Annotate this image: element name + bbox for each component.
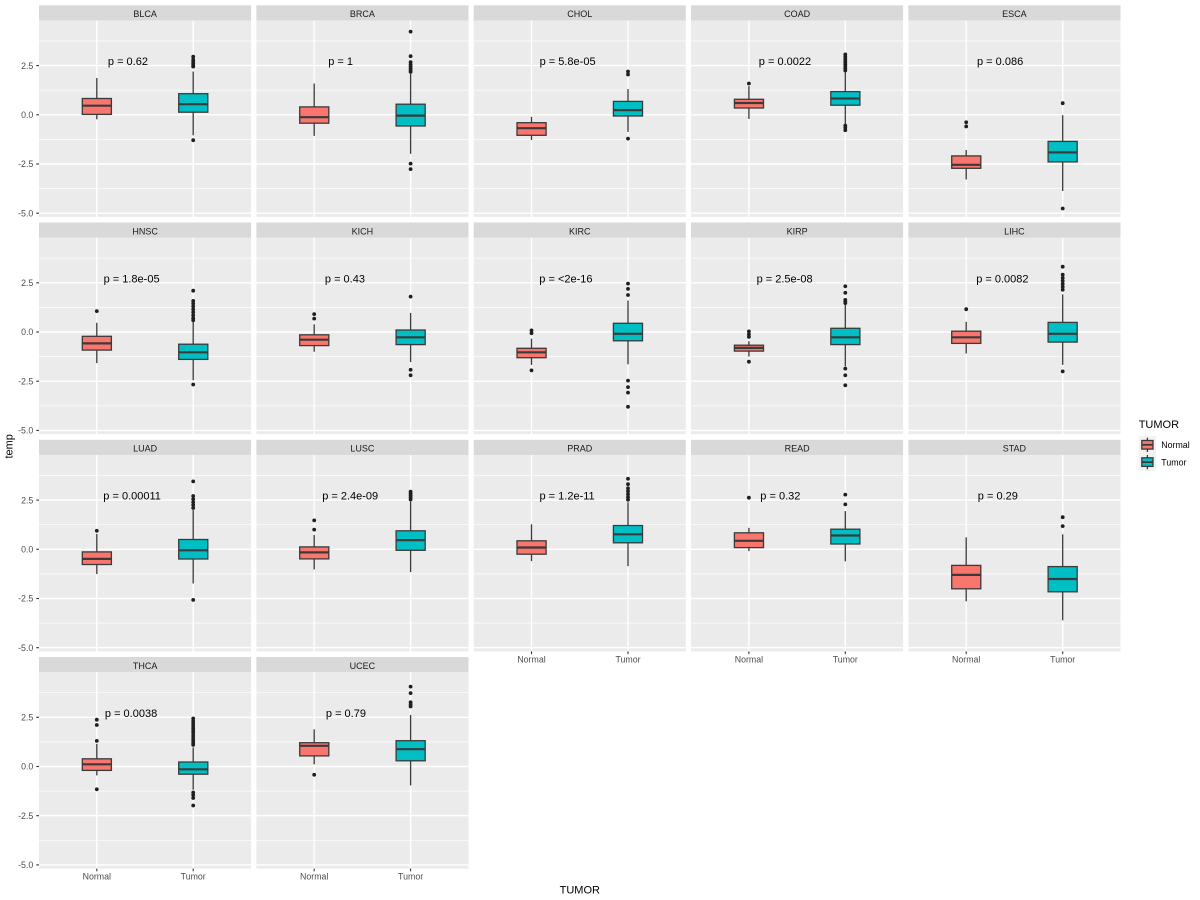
svg-text:KICH: KICH: [352, 226, 374, 236]
svg-text:LUSC: LUSC: [350, 444, 375, 454]
svg-text:Normal: Normal: [1161, 440, 1189, 450]
svg-text:p = <2e-16: p = <2e-16: [539, 273, 592, 285]
svg-text:0.0: 0.0: [21, 110, 33, 120]
svg-text:STAD: STAD: [1003, 444, 1027, 454]
svg-text:-2.5: -2.5: [18, 159, 33, 169]
svg-text:p = 0.43: p = 0.43: [325, 273, 365, 285]
svg-text:p = 1.8e-05: p = 1.8e-05: [104, 273, 160, 285]
svg-text:BRCA: BRCA: [350, 9, 375, 19]
svg-text:TUMOR: TUMOR: [1139, 419, 1179, 431]
svg-text:p = 1: p = 1: [328, 56, 353, 68]
svg-text:Tumor: Tumor: [1050, 655, 1075, 665]
svg-text:HNSC: HNSC: [132, 226, 158, 236]
svg-text:Tumor: Tumor: [181, 872, 206, 882]
svg-text:p = 2.5e-08: p = 2.5e-08: [757, 273, 813, 285]
svg-text:Normal: Normal: [300, 872, 328, 882]
svg-text:-2.5: -2.5: [18, 594, 33, 604]
svg-text:p = 0.0038: p = 0.0038: [105, 708, 157, 720]
svg-text:UCEC: UCEC: [350, 661, 376, 671]
svg-text:Tumor: Tumor: [398, 872, 423, 882]
svg-text:p = 0.62: p = 0.62: [108, 56, 148, 68]
svg-text:PRAD: PRAD: [567, 444, 593, 454]
svg-text:0.0: 0.0: [21, 327, 33, 337]
svg-text:p = 0.32: p = 0.32: [760, 491, 800, 503]
svg-text:LIHC: LIHC: [1004, 226, 1025, 236]
svg-text:-2.5: -2.5: [18, 376, 33, 386]
svg-text:2.5: 2.5: [21, 495, 33, 505]
svg-text:-2.5: -2.5: [18, 811, 33, 821]
svg-text:p = 2.4e-09: p = 2.4e-09: [322, 491, 378, 503]
svg-text:-5.0: -5.0: [18, 860, 33, 870]
svg-text:2.5: 2.5: [21, 278, 33, 288]
svg-text:COAD: COAD: [784, 9, 811, 19]
svg-text:-5.0: -5.0: [18, 426, 33, 436]
svg-text:0.0: 0.0: [21, 762, 33, 772]
svg-text:p = 0.0082: p = 0.0082: [976, 273, 1028, 285]
svg-text:2.5: 2.5: [21, 61, 33, 71]
svg-text:Tumor: Tumor: [1161, 457, 1186, 467]
svg-text:p = 0.086: p = 0.086: [977, 56, 1023, 68]
svg-text:Normal: Normal: [735, 655, 763, 665]
svg-text:p = 1.2e-11: p = 1.2e-11: [540, 491, 595, 503]
svg-text:0.0: 0.0: [21, 545, 33, 555]
svg-text:READ: READ: [785, 444, 811, 454]
svg-text:-5.0: -5.0: [18, 643, 33, 653]
svg-text:KIRP: KIRP: [787, 226, 808, 236]
svg-text:LUAD: LUAD: [133, 444, 158, 454]
svg-text:Tumor: Tumor: [615, 655, 640, 665]
svg-text:2.5: 2.5: [21, 713, 33, 723]
svg-text:CHOL: CHOL: [567, 9, 592, 19]
svg-text:THCA: THCA: [133, 661, 158, 671]
svg-text:p = 5.8e-05: p = 5.8e-05: [540, 56, 596, 68]
svg-text:BLCA: BLCA: [133, 9, 157, 19]
svg-text:Tumor: Tumor: [833, 655, 858, 665]
svg-text:p = 0.0022: p = 0.0022: [759, 56, 811, 68]
svg-text:ESCA: ESCA: [1002, 9, 1027, 19]
svg-text:Normal: Normal: [83, 872, 111, 882]
svg-text:p = 0.00011: p = 0.00011: [103, 491, 161, 503]
svg-text:-5.0: -5.0: [18, 208, 33, 218]
svg-text:temp: temp: [4, 434, 16, 458]
svg-text:p = 0.79: p = 0.79: [326, 708, 366, 720]
svg-text:KIRC: KIRC: [569, 226, 591, 236]
svg-text:Normal: Normal: [517, 655, 545, 665]
svg-text:TUMOR: TUMOR: [560, 885, 600, 897]
svg-text:Normal: Normal: [952, 655, 980, 665]
svg-text:p = 0.29: p = 0.29: [978, 491, 1018, 503]
